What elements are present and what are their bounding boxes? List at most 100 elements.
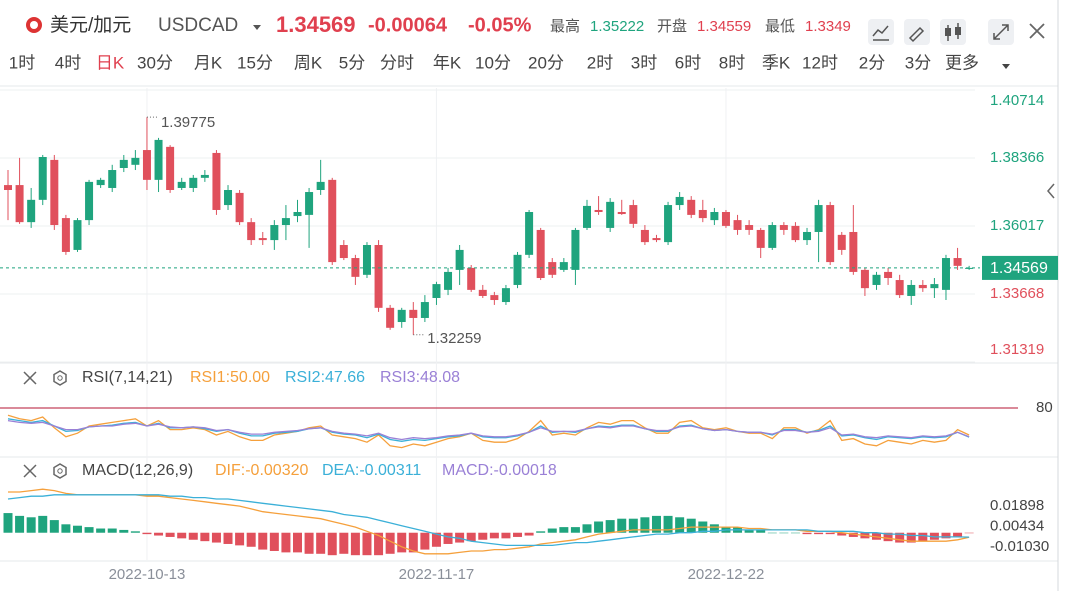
histogram-bar (211, 532, 221, 543)
close-indicator[interactable] (23, 464, 37, 478)
settings-icon[interactable] (53, 370, 67, 386)
histogram-bar (281, 532, 291, 553)
y-tick-label: -0.01030 (990, 538, 1049, 555)
pair-code[interactable]: USDCAD (158, 15, 238, 36)
histogram-bar (339, 532, 349, 554)
period-tab[interactable]: 10分 (475, 53, 511, 72)
close-icon[interactable] (1029, 23, 1045, 39)
histogram-bar (640, 517, 650, 533)
candle-body (247, 222, 256, 241)
candle-body (119, 159, 128, 168)
tool-icon (908, 26, 925, 43)
histogram-bar (651, 515, 661, 533)
candle-body (583, 205, 591, 228)
indicator-title: RSI(7,14,21) (82, 369, 173, 386)
histogram-bar (165, 532, 175, 537)
y-tick-label: 0.01898 (990, 497, 1044, 514)
histogram-bar (895, 532, 905, 543)
histogram-bar (84, 527, 94, 533)
histogram-bar (594, 521, 604, 533)
histogram-bar (38, 515, 48, 533)
histogram-bar (96, 528, 106, 533)
period-tab[interactable]: 更多 (945, 53, 979, 72)
histogram-bar (107, 528, 117, 533)
histogram-bar (466, 532, 476, 542)
period-tab[interactable]: 3分 (905, 53, 931, 72)
histogram-bar (848, 532, 858, 537)
candle-body (386, 307, 395, 328)
candle-body (15, 185, 24, 223)
legend-entry: RSI3:48.08 (380, 369, 460, 386)
period-tab[interactable]: 3时 (631, 53, 657, 72)
candle-body (212, 152, 221, 210)
legend-entry: MACD:-0.00018 (442, 462, 557, 479)
histogram-bar (605, 520, 615, 533)
candle-body (594, 209, 603, 213)
candle-body (814, 205, 823, 232)
candle-body (941, 258, 950, 290)
legend-entry: DEA:-0.00311 (322, 462, 421, 479)
period-tab[interactable]: 5分 (339, 53, 365, 72)
histogram-bar (327, 532, 337, 556)
max-annotation: 1.39775 (161, 114, 215, 131)
low-label: 最低 (765, 18, 795, 35)
period-tab[interactable]: 30分 (137, 53, 173, 72)
candle-body (154, 139, 163, 180)
period-tab[interactable]: 日K (96, 53, 125, 72)
period-tab[interactable]: 6时 (675, 53, 701, 72)
histogram-bar (49, 520, 59, 533)
period-tab[interactable]: 2分 (859, 53, 885, 72)
candle-body (860, 269, 869, 289)
candle-body (339, 245, 348, 259)
period-tab[interactable]: 年K (433, 53, 462, 72)
period-tab[interactable]: 1时 (9, 53, 35, 72)
tool-icon (955, 27, 961, 35)
settings-icon (57, 375, 63, 381)
high-value: 1.35222 (590, 18, 644, 35)
settings-icon[interactable] (53, 463, 67, 479)
candle-body (328, 179, 337, 263)
period-tab[interactable]: 月K (194, 53, 223, 72)
high-label: 最高 (550, 18, 580, 35)
y-tick-label: 1.33668 (990, 285, 1044, 302)
candle-body (698, 209, 707, 219)
period-tab[interactable]: 12时 (802, 53, 838, 72)
candle-body (293, 212, 302, 217)
period-tab[interactable]: 周K (294, 53, 323, 72)
candle-body (884, 271, 893, 279)
histogram-bar (582, 524, 592, 533)
histogram-bar (142, 532, 152, 535)
histogram-bar (478, 532, 488, 540)
candle-body (872, 274, 881, 285)
change-pct: -0.05% (468, 14, 532, 36)
histogram-bar (61, 524, 71, 533)
candle-body (189, 177, 198, 188)
min-annotation: 1.32259 (427, 330, 481, 347)
collapse-button[interactable] (1047, 183, 1055, 199)
histogram-bar (941, 532, 951, 539)
tool-button[interactable] (940, 19, 966, 45)
close-indicator[interactable] (23, 371, 37, 385)
period-tab[interactable]: 15分 (237, 53, 273, 72)
candle-body (513, 254, 522, 285)
period-tab[interactable]: 季K (762, 53, 791, 72)
open-value: 1.34559 (697, 18, 751, 35)
candle-body (640, 229, 649, 243)
y-tick-label: 1.31319 (990, 341, 1044, 358)
period-tab[interactable]: 4时 (55, 53, 81, 72)
candle-body (617, 212, 626, 215)
histogram-bar (964, 532, 974, 534)
candle-body (409, 309, 418, 318)
candle-body (166, 146, 175, 190)
period-tab[interactable]: 分时 (380, 53, 414, 72)
period-tab[interactable]: 8时 (719, 53, 745, 72)
histogram-bar (744, 529, 754, 533)
histogram-bar (536, 531, 546, 533)
histogram-bar (814, 532, 824, 535)
period-tab[interactable]: 20分 (528, 53, 564, 72)
dropdown-arrow[interactable] (253, 25, 261, 30)
candle-body (4, 185, 12, 190)
header: 美元/加元 USDCAD 1.34569 -0.00064 -0.05% 最高 … (26, 12, 1062, 45)
period-tab[interactable]: 2时 (587, 53, 613, 72)
